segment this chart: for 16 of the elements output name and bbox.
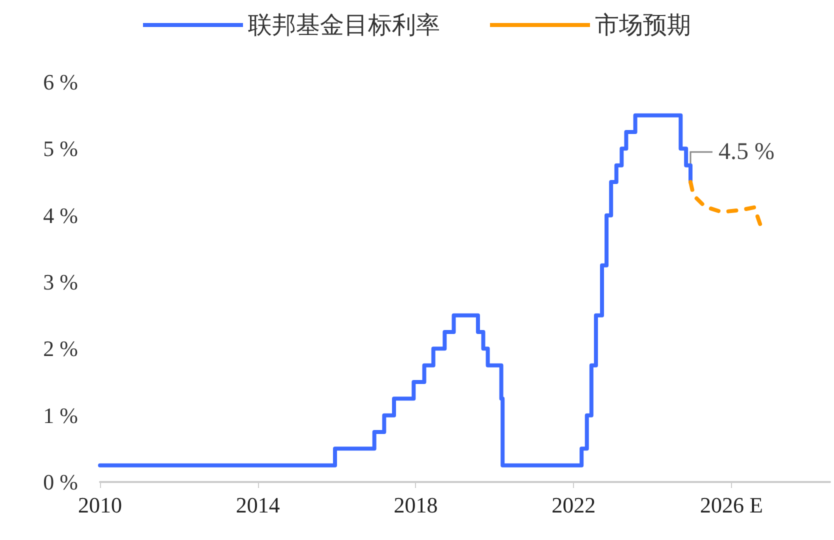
x-tick-label: 2010 [78,492,122,518]
x-tick-label: 2014 [236,492,280,518]
y-tick-label: 3 % [43,270,78,294]
line-series [688,180,763,229]
y-tick-label: 6 % [43,70,78,94]
y-tick-label: 4 % [43,202,78,228]
x-tick-label: 2018 [394,492,438,518]
y-tick-label: 2 % [43,336,78,362]
y-tick-label: 0 % [43,470,78,494]
y-tick-label: 5 % [43,136,78,162]
legend-label: 联邦基金目标利率 [248,11,440,39]
x-tick-label: 2026 E [700,492,763,518]
annotation: 4.5 % [718,139,775,165]
legend-label: 市场预期 [595,11,691,39]
y-tick-label: 1 % [43,402,78,428]
x-tick-label: 2022 [552,492,596,518]
